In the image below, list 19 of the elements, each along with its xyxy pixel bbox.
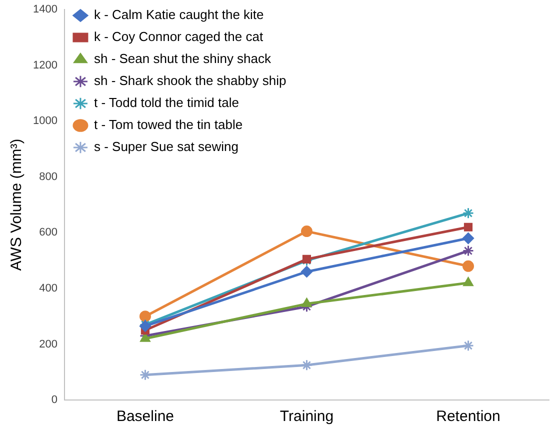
y-tick-label: 1200	[32, 59, 58, 72]
y-tick-label: 1000	[32, 115, 58, 128]
legend-label: s - Super Sue sat sewing	[94, 139, 238, 154]
x-tick-label: Retention	[436, 408, 500, 426]
x-tick-label: Training	[280, 408, 334, 426]
legend-label: k - Coy Connor caged the cat	[94, 29, 264, 44]
legend-label: t - Todd told the timid tale	[94, 95, 239, 110]
y-tick-label: 600	[39, 226, 58, 239]
y-tick-label: 400	[39, 282, 58, 294]
y-tick-label: 800	[39, 170, 58, 183]
legend-label: t - Tom towed the tin table	[94, 117, 243, 132]
y-tick-label: 0	[51, 394, 58, 406]
x-tick-label: Baseline	[116, 408, 174, 426]
y-axis-title: AWS Volume (mm³)	[8, 138, 26, 271]
legend-label: sh - Shark shook the shabby ship	[94, 73, 286, 88]
y-tick-label: 200	[39, 338, 58, 350]
legend-label: sh - Sean shut the shiny shack	[94, 51, 272, 66]
legend-label: k - Calm Katie caught the kite	[94, 7, 264, 22]
y-tick-label: 1400	[32, 4, 58, 16]
